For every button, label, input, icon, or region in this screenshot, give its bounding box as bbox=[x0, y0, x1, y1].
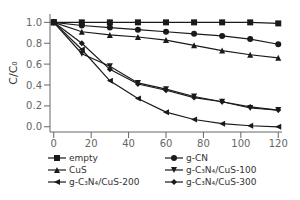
svg-text:0: 0 bbox=[51, 138, 57, 149]
html-text:empty: empty bbox=[69, 153, 98, 163]
svg-text:120: 120 bbox=[269, 138, 288, 149]
svg-text:60: 60 bbox=[160, 138, 173, 149]
svg-text:0.6: 0.6 bbox=[26, 59, 42, 70]
html-text:g-C₃N₄/CuS-100: g-C₃N₄/CuS-100 bbox=[186, 165, 257, 175]
svg-text:0.2: 0.2 bbox=[26, 100, 42, 111]
html-text:CuS: CuS bbox=[69, 165, 87, 175]
svg-text:20: 20 bbox=[85, 138, 98, 149]
svg-text:C/C₀: C/C₀ bbox=[8, 61, 20, 85]
html-text:g-C₃N₄/CuS-300: g-C₃N₄/CuS-300 bbox=[186, 177, 257, 187]
html-text:g-C₃N₄/CuS-200: g-C₃N₄/CuS-200 bbox=[69, 177, 140, 187]
svg-text:0.4: 0.4 bbox=[26, 80, 42, 91]
svg-text:0.0: 0.0 bbox=[26, 121, 42, 132]
svg-text:100: 100 bbox=[231, 138, 250, 149]
svg-text:80: 80 bbox=[197, 138, 210, 149]
html-text:g-CN: g-CN bbox=[186, 153, 208, 163]
svg-text:1.0: 1.0 bbox=[26, 17, 42, 28]
svg-text:0.8: 0.8 bbox=[26, 38, 42, 49]
svg-text:40: 40 bbox=[122, 138, 135, 149]
